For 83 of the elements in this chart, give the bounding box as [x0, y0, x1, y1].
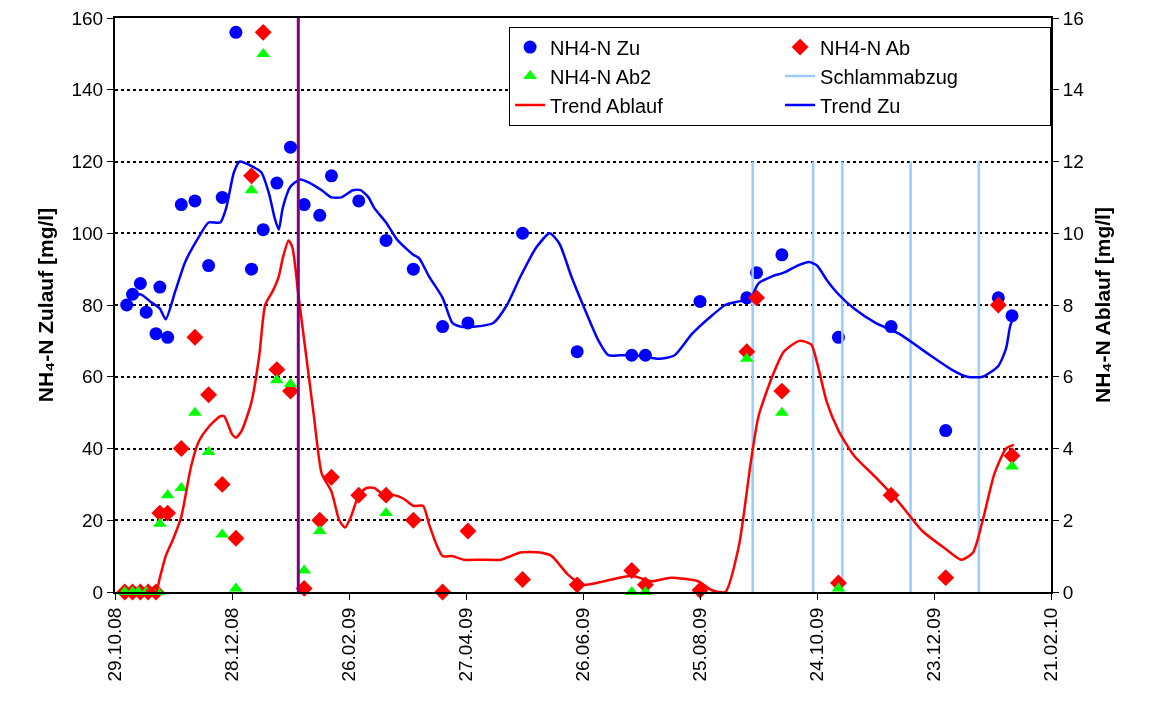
point — [436, 320, 450, 334]
legend-label: Schlammabzug — [820, 65, 958, 88]
point — [773, 382, 791, 400]
point — [161, 330, 175, 344]
x-tick-label: 21.02.10 — [1040, 607, 1062, 682]
point — [215, 190, 229, 204]
point — [254, 23, 272, 41]
point — [284, 140, 297, 154]
point — [352, 194, 366, 208]
y-tick-label: 160 — [71, 7, 104, 29]
point — [188, 406, 202, 416]
y-tick-label: 0 — [92, 581, 104, 603]
y-tick-label: 20 — [82, 509, 104, 531]
y-tick-label: 60 — [82, 366, 104, 388]
point — [149, 327, 163, 341]
point — [227, 529, 245, 547]
point — [623, 562, 641, 579]
y2-tick-label: 4 — [1062, 438, 1074, 460]
point — [313, 208, 327, 222]
point — [404, 511, 422, 529]
y2-axis-title: NH₄-N Ablauf [mg/l] — [1091, 207, 1115, 403]
legend-label: Trend Zu — [820, 94, 901, 117]
point — [188, 194, 202, 208]
point — [172, 440, 190, 457]
x-tick-label: 26.02.09 — [338, 607, 360, 682]
point — [153, 280, 167, 294]
y2-tick-label: 14 — [1062, 79, 1085, 101]
point — [213, 475, 231, 493]
y2-tick-label: 8 — [1062, 294, 1074, 316]
x-tick-label: 26.06.09 — [572, 607, 594, 682]
point — [120, 298, 134, 312]
y-axis-title: NH₄-N Zulauf [mg/l] — [34, 207, 58, 403]
point — [939, 424, 953, 438]
point — [1003, 447, 1021, 465]
y2-tick-label: 0 — [1062, 581, 1074, 603]
point — [229, 25, 243, 39]
y2-tick-label: 12 — [1062, 151, 1084, 173]
y-tick-label: 40 — [82, 438, 104, 460]
point — [268, 361, 286, 379]
legend-label: NH4-N Ab2 — [550, 65, 652, 88]
x-tick-label: 25.08.09 — [689, 607, 711, 682]
point — [311, 511, 329, 529]
point — [256, 223, 270, 237]
point — [379, 507, 393, 517]
x-tick-label: 27.04.09 — [455, 607, 477, 682]
point — [245, 262, 258, 276]
y-tick-label: 120 — [71, 151, 104, 173]
point — [748, 289, 765, 307]
legend-label: Trend Ablauf — [550, 94, 664, 117]
point — [516, 226, 530, 240]
point — [324, 169, 338, 183]
point — [323, 468, 340, 486]
point — [989, 296, 1007, 314]
y2-tick-label: 16 — [1062, 7, 1084, 29]
legend-label: NH4-N Zu — [550, 36, 641, 59]
x-tick-label: 24.10.09 — [806, 607, 828, 682]
legend-label: NH4-N Ab — [820, 36, 911, 59]
y-tick-label: 140 — [71, 79, 104, 101]
point — [406, 262, 420, 276]
point — [1005, 460, 1019, 470]
point — [937, 569, 955, 587]
y-tick-label: 100 — [71, 222, 104, 244]
point — [243, 167, 260, 185]
y-tick-label: 80 — [82, 294, 104, 316]
x-tick-label: 28.12.08 — [221, 607, 243, 682]
point — [202, 259, 216, 273]
point — [459, 522, 477, 540]
point — [775, 248, 789, 262]
y2-tick-label: 6 — [1062, 366, 1074, 388]
point — [693, 294, 707, 308]
x-tick-label: 23.12.09 — [923, 607, 945, 682]
point — [174, 198, 188, 212]
point — [379, 233, 393, 247]
point — [133, 276, 147, 290]
y2-tick-label: 10 — [1062, 222, 1084, 244]
point — [139, 305, 153, 319]
point — [570, 345, 584, 359]
point — [186, 328, 204, 346]
point — [270, 176, 284, 190]
point — [200, 386, 218, 404]
x-tick-label: 29.10.08 — [104, 607, 126, 682]
y2-tick-label: 2 — [1062, 509, 1074, 531]
point — [514, 570, 531, 588]
